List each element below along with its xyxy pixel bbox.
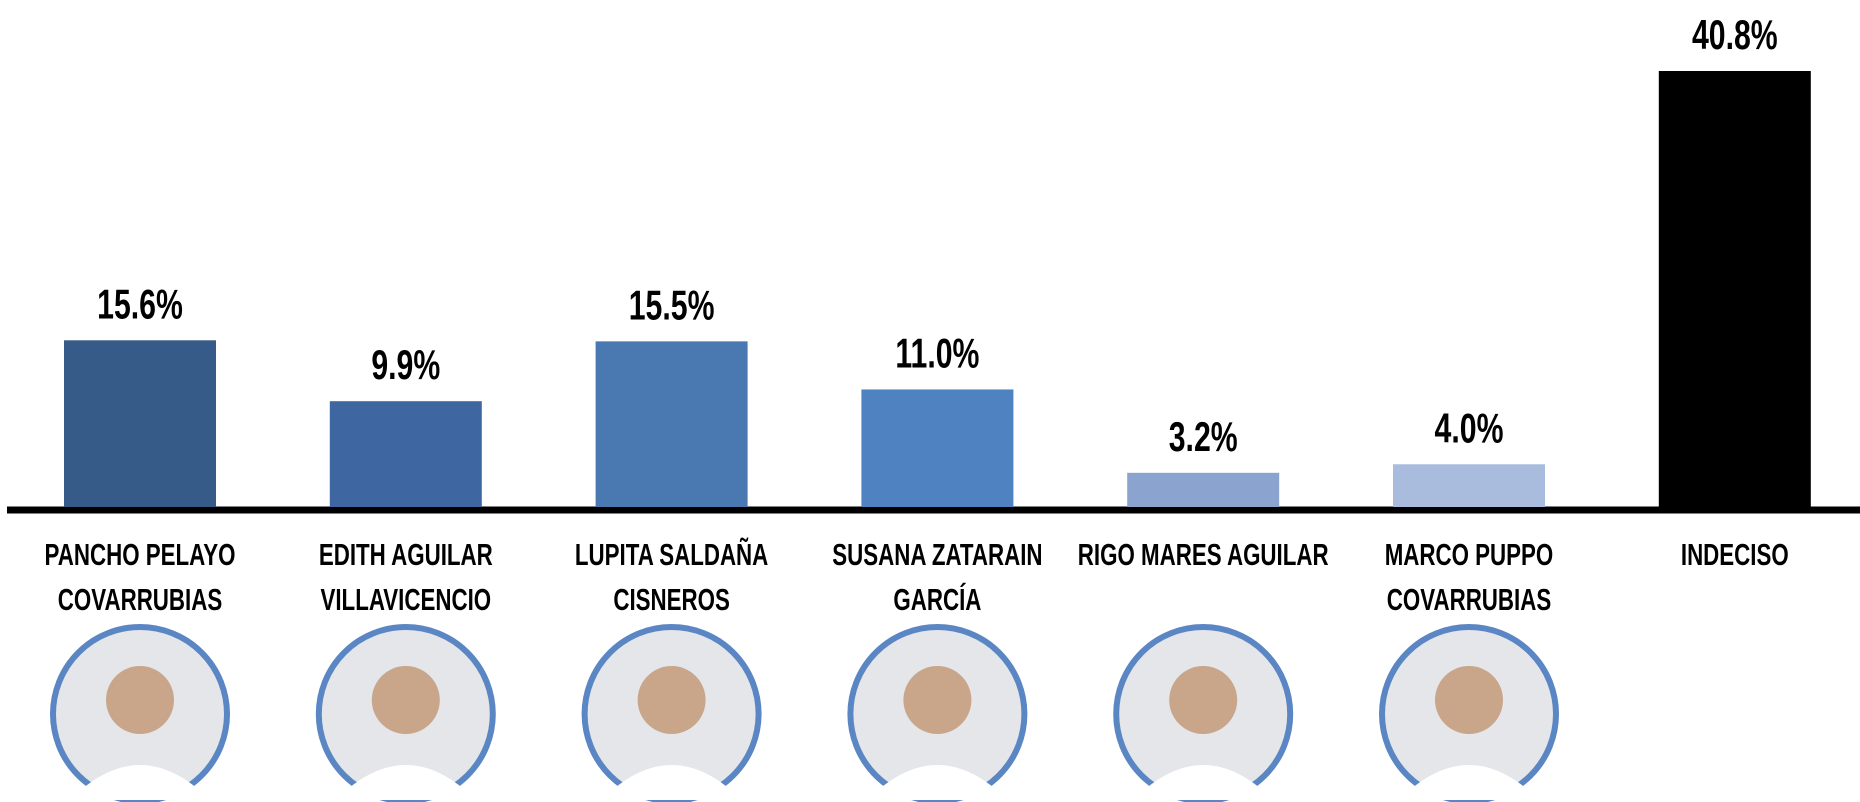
category-label-group: PANCHO PELAYO: [45, 537, 236, 571]
bar: [595, 341, 748, 507]
value-label: 15.6%: [97, 280, 183, 327]
category-label-group: COVARRUBIAS: [1387, 582, 1551, 616]
bar: [64, 340, 216, 507]
bar: [1658, 71, 1811, 507]
photo-body: [1133, 765, 1274, 800]
photo-head: [371, 666, 440, 734]
bar: [861, 389, 1014, 507]
photo-head: [903, 666, 972, 734]
category-label: GARCÍA: [893, 581, 981, 617]
photo-head: [637, 666, 706, 734]
photo-body: [335, 765, 476, 800]
category-label: INDECISO: [1681, 537, 1789, 571]
photo-head: [106, 666, 174, 734]
value-label-group: 15.5%: [629, 281, 715, 328]
category-label-group: COVARRUBIAS: [58, 582, 222, 616]
category-label-group: RIGO MARES AGUILAR: [1078, 537, 1329, 571]
value-label-group: 40.8%: [1692, 11, 1778, 58]
value-label: 4.0%: [1435, 404, 1504, 451]
photo-body: [867, 765, 1008, 800]
category-label: CISNEROS: [613, 582, 730, 616]
category-label-group: LUPITA SALDAÑA: [575, 536, 768, 572]
category-label-group: EDITH AGUILAR: [319, 537, 493, 571]
value-label-group: 4.0%: [1435, 404, 1504, 451]
value-label-group: 3.2%: [1169, 413, 1238, 460]
photo-body: [70, 765, 210, 800]
category-label: MARCO PUPPO: [1385, 537, 1554, 571]
value-label: 15.5%: [629, 281, 715, 328]
category-label: LUPITA SALDAÑA: [575, 536, 768, 572]
category-label-group: SUSANA ZATARAIN: [832, 537, 1042, 571]
category-label-group: MARCO PUPPO: [1385, 537, 1554, 571]
value-label-group: 15.6%: [97, 280, 183, 327]
category-label-group: VILLAVICENCIO: [320, 582, 491, 616]
value-label: 9.9%: [371, 341, 440, 388]
category-label: VILLAVICENCIO: [320, 582, 491, 616]
photo-head: [1169, 666, 1238, 734]
category-label: SUSANA ZATARAIN: [832, 537, 1042, 571]
value-label: 3.2%: [1169, 413, 1238, 460]
category-label-group: INDECISO: [1681, 537, 1789, 571]
category-label: COVARRUBIAS: [1387, 582, 1551, 616]
photo-head: [1435, 666, 1503, 734]
category-label: PANCHO PELAYO: [45, 537, 236, 571]
category-label: EDITH AGUILAR: [319, 537, 493, 571]
value-label: 40.8%: [1692, 11, 1778, 58]
value-label-group: 9.9%: [371, 341, 440, 388]
value-label-group: 11.0%: [895, 330, 979, 377]
category-label-group: GARCÍA: [893, 581, 981, 617]
bar: [1127, 472, 1280, 507]
category-label: RIGO MARES AGUILAR: [1078, 537, 1329, 571]
photo-body: [1399, 765, 1539, 800]
category-label-group: CISNEROS: [613, 582, 730, 616]
bar: [1393, 464, 1545, 507]
value-label: 11.0%: [895, 330, 979, 377]
category-label: COVARRUBIAS: [58, 582, 222, 616]
bar: [329, 401, 482, 507]
photo-body: [601, 765, 742, 800]
